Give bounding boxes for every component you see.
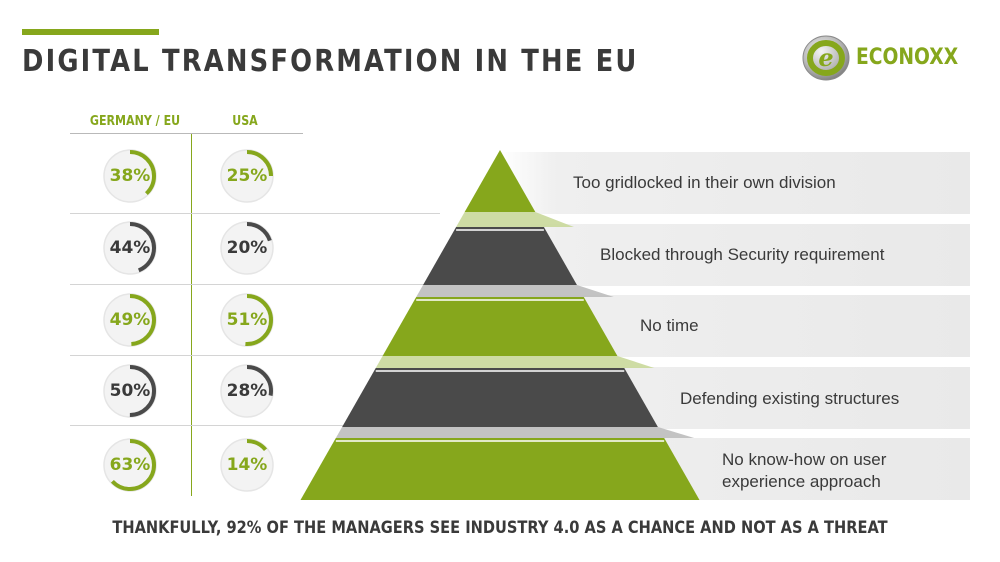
column-header-usa: USA bbox=[232, 114, 258, 129]
percent-ring-germany-eu: 63% bbox=[100, 435, 160, 495]
row-divider bbox=[70, 355, 440, 356]
pyramid-level-4 bbox=[342, 368, 658, 427]
row-divider bbox=[70, 425, 440, 426]
percent-ring-usa: 14% bbox=[217, 435, 277, 495]
pyramid-label-4: Defending existing structures bbox=[680, 389, 900, 408]
pyramid-level-1 bbox=[464, 150, 536, 212]
ring-arc bbox=[221, 365, 273, 417]
econoxx-logo: e ECONOXX bbox=[800, 33, 960, 83]
ring-arc bbox=[221, 439, 273, 491]
percent-value: 14% bbox=[226, 455, 268, 475]
percent-ring-germany-eu: 49% bbox=[100, 290, 160, 350]
logo-wordmark: ECONOXX bbox=[856, 45, 959, 70]
percent-ring-usa: 25% bbox=[217, 146, 277, 206]
percent-value: 44% bbox=[109, 238, 151, 258]
pyramid-label-2: Blocked through Security requirement bbox=[600, 245, 885, 264]
ring-arc bbox=[104, 150, 156, 202]
percent-value: 20% bbox=[226, 238, 268, 258]
percent-value: 49% bbox=[109, 310, 151, 330]
percent-value: 25% bbox=[226, 166, 268, 186]
ring-arc bbox=[221, 294, 273, 346]
percent-value: 63% bbox=[109, 455, 151, 475]
pyramid-band-2 bbox=[500, 224, 970, 286]
svg-text:e: e bbox=[818, 43, 833, 72]
ring-arc bbox=[104, 439, 156, 491]
pyramid-connector bbox=[375, 356, 655, 368]
pyramid-label-1: Too gridlocked in their own division bbox=[573, 173, 836, 192]
pyramid-level-5 bbox=[300, 438, 700, 500]
percent-ring-germany-eu: 50% bbox=[100, 361, 160, 421]
pyramid-connector bbox=[335, 427, 695, 438]
pyramid-connector bbox=[456, 212, 574, 227]
pyramid-label-5: No know-how on user experience approach bbox=[722, 450, 887, 491]
percent-ring-usa: 28% bbox=[217, 361, 277, 421]
pyramid-level-2 bbox=[423, 227, 577, 285]
pyramid-level-3 bbox=[382, 297, 618, 356]
ring-arc bbox=[221, 222, 273, 274]
ring-arc bbox=[104, 222, 156, 274]
row-divider bbox=[70, 213, 440, 214]
column-header-germany-eu: GERMANY / EU bbox=[89, 114, 181, 129]
ring-arc bbox=[104, 294, 156, 346]
percent-value: 50% bbox=[109, 381, 151, 401]
percent-value: 38% bbox=[109, 166, 151, 186]
row-divider bbox=[70, 284, 440, 285]
header-divider bbox=[70, 133, 303, 134]
percent-value: 28% bbox=[226, 381, 268, 401]
percent-ring-germany-eu: 38% bbox=[100, 146, 160, 206]
pyramid-connector bbox=[416, 285, 614, 297]
page-title: DIGITAL TRANSFORMATION IN THE EU bbox=[22, 44, 639, 79]
footer-statement: THANKFULLY, 92% OF THE MANAGERS SEE INDU… bbox=[112, 518, 888, 538]
title-accent-bar bbox=[22, 29, 159, 35]
percent-ring-germany-eu: 44% bbox=[100, 218, 160, 278]
percent-value: 51% bbox=[226, 310, 268, 330]
percent-ring-usa: 20% bbox=[217, 218, 277, 278]
logo-emblem-icon: e bbox=[802, 35, 850, 81]
ring-arc bbox=[104, 365, 156, 417]
pyramid-band-1 bbox=[500, 152, 970, 214]
column-divider bbox=[191, 134, 192, 496]
ring-arc bbox=[221, 150, 273, 202]
percent-ring-usa: 51% bbox=[217, 290, 277, 350]
pyramid-label-3: No time bbox=[640, 316, 699, 335]
